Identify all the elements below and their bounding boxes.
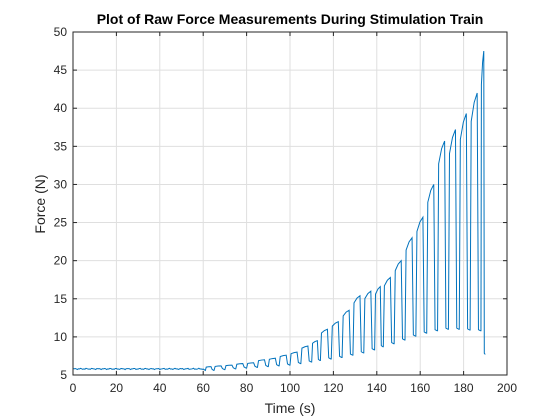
x-tick-label: 200	[497, 381, 517, 395]
x-tick-label: 180	[454, 381, 474, 395]
y-tick-label: 40	[54, 101, 68, 115]
x-tick-label: 0	[70, 381, 77, 395]
x-tick-label: 60	[197, 381, 211, 395]
x-tick-label: 100	[280, 381, 300, 395]
chart-title: Plot of Raw Force Measurements During St…	[97, 11, 484, 27]
y-tick-label: 5	[60, 368, 67, 382]
y-tick-label: 15	[54, 292, 68, 306]
y-tick-label: 35	[54, 139, 68, 153]
x-axis-label: Time (s)	[265, 400, 316, 416]
x-tick-label: 80	[240, 381, 254, 395]
y-tick-label: 45	[54, 63, 68, 77]
y-tick-label: 30	[54, 177, 68, 191]
y-tick-label: 50	[54, 25, 68, 39]
y-tick-label: 25	[54, 216, 68, 230]
x-tick-label: 160	[410, 381, 430, 395]
force-series-line	[72, 51, 486, 372]
y-tick-label: 20	[54, 254, 68, 268]
x-tick-label: 20	[110, 381, 124, 395]
y-axis-label: Force (N)	[32, 174, 48, 233]
x-tick-labels: 0 20 40 60 80 100 120 140 160 180 200	[70, 381, 518, 395]
x-tick-label: 120	[323, 381, 343, 395]
x-tick-label: 40	[153, 381, 167, 395]
x-tick-label: 140	[367, 381, 387, 395]
y-tick-labels: 5 10 15 20 25 30 35 40 45 50	[54, 25, 68, 382]
y-tick-label: 10	[54, 330, 68, 344]
tick-marks	[72, 31, 508, 376]
